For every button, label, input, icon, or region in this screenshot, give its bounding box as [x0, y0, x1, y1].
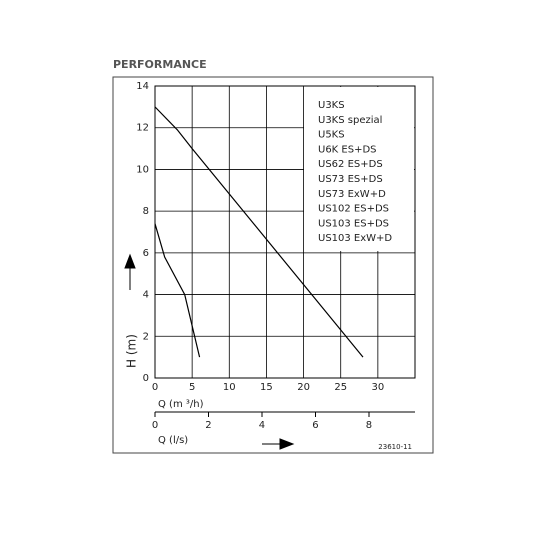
chart-title: PERFORMANCE — [113, 58, 207, 71]
x-tick-label: 20 — [297, 382, 310, 393]
legend-entry: U3KS — [318, 100, 345, 111]
legend-entry: US62 ES+DS — [318, 159, 383, 170]
up-arrow — [124, 253, 136, 290]
x2-tick-label: 0 — [152, 420, 158, 431]
legend-entry: U3KS spezial — [318, 115, 382, 126]
x-tick-label: 10 — [223, 382, 236, 393]
legend-entry: U5KS — [318, 130, 345, 141]
y-tick-label: 4 — [143, 290, 149, 301]
x-tick-label: 0 — [152, 382, 158, 393]
y-tick-label: 12 — [136, 123, 149, 134]
y-tick-label: 2 — [143, 331, 149, 342]
x2-tick-label: 8 — [366, 420, 372, 431]
x-tick-label: 5 — [189, 382, 195, 393]
legend-entry: US73 ES+DS — [318, 174, 383, 185]
frame — [112, 76, 434, 454]
x-tick-label: 30 — [371, 382, 384, 393]
legend-entry: US103 ES+DS — [318, 218, 389, 229]
y-tick-label: 8 — [143, 206, 149, 217]
right-arrow — [262, 438, 295, 450]
y-tick-label: 6 — [143, 248, 149, 259]
y-tick-label: 14 — [136, 81, 149, 92]
x2-axis-label: Q (l/s) — [158, 435, 188, 446]
x-tick-label: 25 — [334, 382, 347, 393]
x-tick-label: 15 — [260, 382, 273, 393]
legend-entry: US103 ExW+D — [318, 233, 392, 244]
curve — [154, 223, 201, 358]
x2-tick-label: 2 — [205, 420, 211, 431]
legend-box — [304, 87, 414, 251]
x2-tick-label: 6 — [312, 420, 318, 431]
curve — [154, 106, 364, 358]
legend-entry: U6K ES+DS — [318, 144, 377, 155]
figure-code: 23610-11 — [378, 443, 412, 451]
x-axis-label: Q (m ³/h) — [158, 399, 204, 410]
y-axis-label: H (m) — [125, 334, 139, 368]
y-tick-label: 10 — [136, 164, 149, 175]
legend-entry: US102 ES+DS — [318, 204, 389, 215]
y-tick-label: 0 — [143, 373, 149, 384]
legend-entry: US73 ExW+D — [318, 189, 386, 200]
x2-tick-label: 4 — [259, 420, 265, 431]
